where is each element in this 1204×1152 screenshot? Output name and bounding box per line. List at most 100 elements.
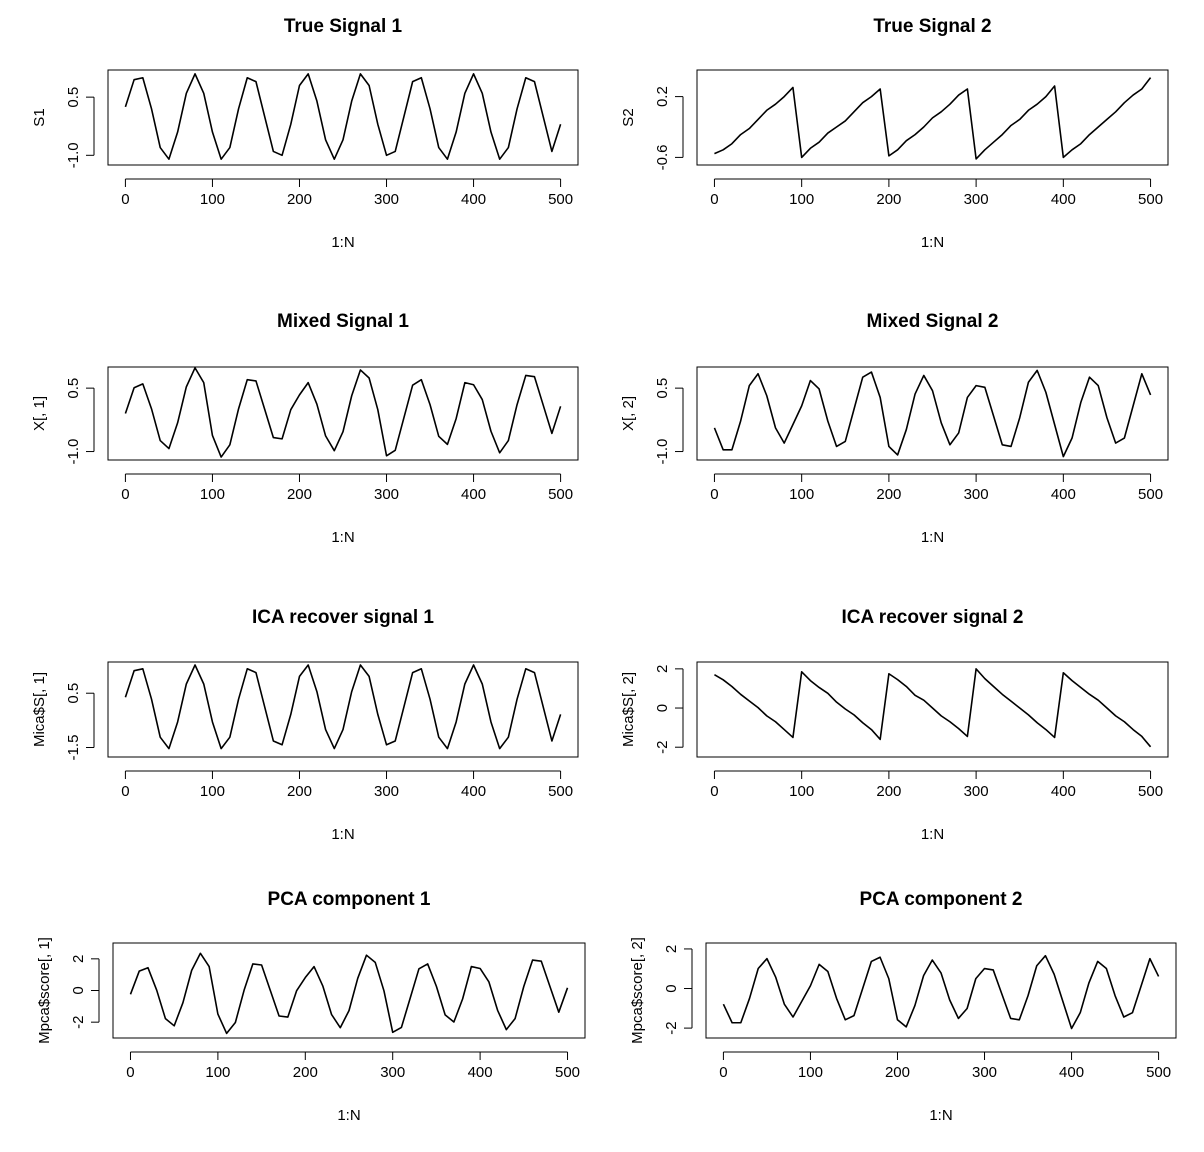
y-tick-label: -0.6 xyxy=(654,144,671,170)
x-tick-label: 400 xyxy=(468,1064,493,1081)
x-tick-label: 300 xyxy=(972,1064,997,1081)
signal-line xyxy=(722,954,1160,1030)
y-axis-label: S1 xyxy=(31,108,48,126)
chart-title: True Signal 2 xyxy=(873,16,991,37)
y-tick-label: 0.5 xyxy=(65,378,82,399)
plot-frame xyxy=(696,366,1169,461)
panel: PCA component 2 1:N Mpca$score[, 2] 0 100 200… xyxy=(629,889,1177,1124)
y-tick-label: 2 xyxy=(654,665,671,673)
y-axis-label: Mica$S[, 1] xyxy=(31,672,48,747)
y-axis-label: Mica$S[, 2] xyxy=(620,672,637,747)
x-tick-label: 500 xyxy=(1138,191,1163,208)
x-tick-label: 100 xyxy=(200,191,225,208)
chart-title: Mixed Signal 2 xyxy=(867,311,999,332)
chart-title: PCA component 1 xyxy=(268,889,431,910)
plot-frame xyxy=(696,69,1169,166)
x-tick-label: 400 xyxy=(1059,1064,1084,1081)
x-axis-label: 1:N xyxy=(921,529,944,546)
x-tick-label: 500 xyxy=(548,783,573,800)
y-tick-label: -2 xyxy=(70,1015,87,1028)
x-tick-label: 500 xyxy=(1138,486,1163,503)
plot-frame xyxy=(107,661,579,758)
x-tick-label: 0 xyxy=(126,1064,134,1081)
x-tick-label: 300 xyxy=(964,783,989,800)
x-tick-label: 300 xyxy=(380,1064,405,1081)
x-tick-label: 300 xyxy=(374,783,399,800)
y-tick-label: -2 xyxy=(654,741,671,754)
x-tick-label: 400 xyxy=(1051,191,1076,208)
y-tick-label: 0 xyxy=(663,984,680,992)
panel: True Signal 1 1:N S1 0 100 200 300 400 500 -1.0 0.… xyxy=(31,16,579,251)
y-tick-label: 2 xyxy=(663,945,680,953)
x-axis-label: 1:N xyxy=(331,529,354,546)
y-axis-label: Mpca$score[, 1] xyxy=(36,937,53,1044)
x-tick-label: 100 xyxy=(789,783,814,800)
x-tick-label: 200 xyxy=(293,1064,318,1081)
y-axis-label: Mpca$score[, 2] xyxy=(629,937,646,1044)
chart-title: ICA recover signal 1 xyxy=(252,607,434,628)
x-tick-label: 200 xyxy=(876,486,901,503)
x-tick-label: 0 xyxy=(710,783,718,800)
x-tick-label: 500 xyxy=(548,191,573,208)
y-axis-label: X[, 1] xyxy=(31,396,48,431)
x-tick-label: 0 xyxy=(719,1064,727,1081)
chart-title: Mixed Signal 1 xyxy=(277,311,409,332)
chart-title: PCA component 2 xyxy=(860,889,1023,910)
signal-line xyxy=(714,668,1152,748)
panel: True Signal 2 1:N S2 0 100 200 300 400 500 -0.6 0.… xyxy=(620,16,1169,251)
x-axis-label: 1:N xyxy=(331,826,354,843)
x-tick-label: 400 xyxy=(461,486,486,503)
x-tick-label: 300 xyxy=(374,486,399,503)
y-tick-label: -1.0 xyxy=(65,142,82,168)
x-axis-label: 1:N xyxy=(929,1107,952,1124)
x-tick-label: 300 xyxy=(374,191,399,208)
x-tick-label: 400 xyxy=(461,191,486,208)
signal-line xyxy=(124,73,562,160)
x-tick-label: 500 xyxy=(548,486,573,503)
plot-frame xyxy=(696,661,1169,758)
y-axis-label: X[, 2] xyxy=(620,396,637,431)
x-tick-label: 100 xyxy=(789,191,814,208)
x-tick-label: 200 xyxy=(287,486,312,503)
x-tick-label: 200 xyxy=(287,191,312,208)
y-tick-label: 2 xyxy=(70,955,87,963)
x-tick-label: 0 xyxy=(710,191,718,208)
x-tick-label: 100 xyxy=(789,486,814,503)
y-tick-label: -1.0 xyxy=(654,439,671,465)
x-axis-label: 1:N xyxy=(331,234,354,251)
signal-line xyxy=(124,664,562,750)
y-tick-label: -1.0 xyxy=(65,439,82,465)
x-axis-label: 1:N xyxy=(921,826,944,843)
x-tick-label: 200 xyxy=(287,783,312,800)
x-tick-label: 100 xyxy=(798,1064,823,1081)
panel: ICA recover signal 1 1:N Mica$S[, 1] 0 100 20… xyxy=(31,607,579,843)
x-tick-label: 200 xyxy=(885,1064,910,1081)
plot-frame xyxy=(107,366,579,461)
y-tick-label: 0 xyxy=(70,986,87,994)
plot-frame xyxy=(112,942,586,1039)
x-tick-label: 0 xyxy=(121,191,129,208)
x-tick-label: 500 xyxy=(1138,783,1163,800)
y-tick-label: 0 xyxy=(654,704,671,712)
x-tick-label: 200 xyxy=(876,783,901,800)
x-tick-label: 300 xyxy=(964,191,989,208)
x-tick-label: 300 xyxy=(964,486,989,503)
chart-title: ICA recover signal 2 xyxy=(842,607,1024,628)
signal-line xyxy=(713,369,1152,458)
plot-frame xyxy=(705,942,1177,1039)
x-tick-label: 200 xyxy=(876,191,901,208)
signal-line xyxy=(714,77,1152,160)
y-tick-label: 0.5 xyxy=(65,683,82,704)
x-tick-label: 400 xyxy=(461,783,486,800)
x-tick-label: 100 xyxy=(200,783,225,800)
x-tick-label: 0 xyxy=(121,783,129,800)
x-tick-label: 500 xyxy=(555,1064,580,1081)
signal-line xyxy=(124,367,562,458)
y-tick-label: 0.2 xyxy=(654,86,671,107)
x-tick-label: 100 xyxy=(200,486,225,503)
x-axis-label: 1:N xyxy=(921,234,944,251)
x-tick-label: 100 xyxy=(205,1064,230,1081)
x-axis-label: 1:N xyxy=(337,1107,360,1124)
y-axis-label: S2 xyxy=(620,108,637,126)
panel: PCA component 1 1:N Mpca$score[, 1] 0 100 200… xyxy=(36,889,586,1124)
